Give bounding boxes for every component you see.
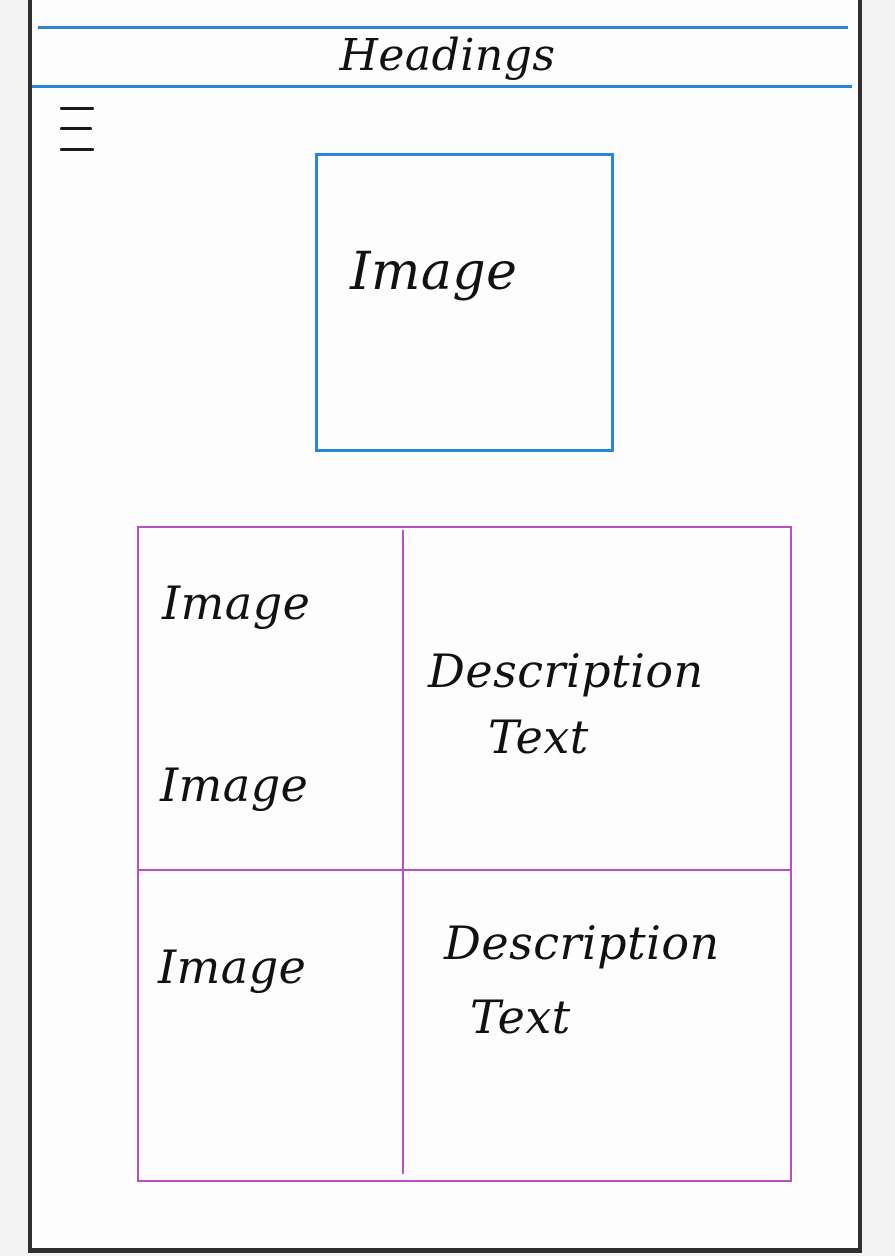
header-bottom-line <box>32 85 852 88</box>
hamburger-menu-icon[interactable] <box>60 104 96 152</box>
hero-image-placeholder <box>315 153 614 452</box>
row2-image-label: Image <box>158 940 307 994</box>
grid-column-divider <box>402 530 404 1174</box>
row1-description-line-2: Text <box>488 710 589 764</box>
row2-description-line-2: Text <box>470 990 571 1044</box>
content-grid <box>137 526 792 1182</box>
page-title: Headings <box>339 30 556 81</box>
hamburger-line <box>60 148 94 151</box>
grid-row-divider <box>139 869 790 871</box>
row1-image-label-2: Image <box>160 758 309 812</box>
row1-image-label-1: Image <box>162 576 311 630</box>
header-top-line <box>38 26 848 29</box>
hamburger-line <box>60 127 92 130</box>
row1-description-line-1: Description <box>428 644 704 698</box>
row2-description-line-1: Description <box>444 916 720 970</box>
phone-frame <box>28 0 862 1253</box>
hero-image-label: Image <box>350 242 518 302</box>
hamburger-line <box>60 107 94 110</box>
